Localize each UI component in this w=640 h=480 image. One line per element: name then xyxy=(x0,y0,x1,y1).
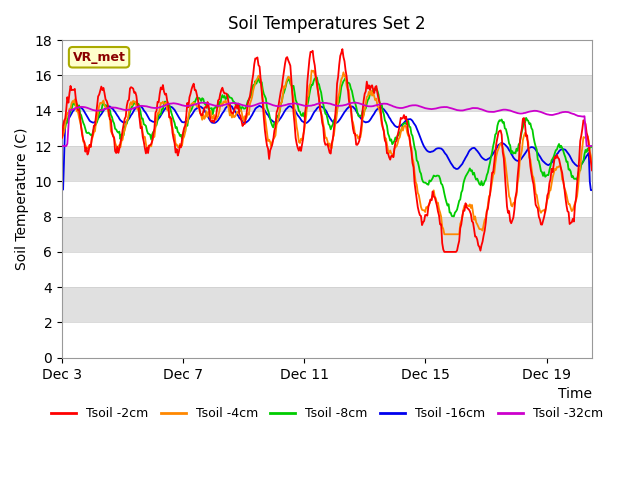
Bar xyxy=(62,287,592,323)
Y-axis label: Soil Temperature (C): Soil Temperature (C) xyxy=(15,128,29,270)
Bar xyxy=(62,146,592,181)
Bar xyxy=(62,216,592,252)
Text: VR_met: VR_met xyxy=(72,51,125,64)
Bar xyxy=(62,111,592,146)
Bar xyxy=(62,252,592,287)
Bar xyxy=(62,40,592,75)
Title: Soil Temperatures Set 2: Soil Temperatures Set 2 xyxy=(228,15,426,33)
Legend: Tsoil -2cm, Tsoil -4cm, Tsoil -8cm, Tsoil -16cm, Tsoil -32cm: Tsoil -2cm, Tsoil -4cm, Tsoil -8cm, Tsoi… xyxy=(46,402,608,425)
Bar xyxy=(62,323,592,358)
Bar xyxy=(62,181,592,216)
Bar xyxy=(62,75,592,111)
X-axis label: Time: Time xyxy=(558,387,592,401)
